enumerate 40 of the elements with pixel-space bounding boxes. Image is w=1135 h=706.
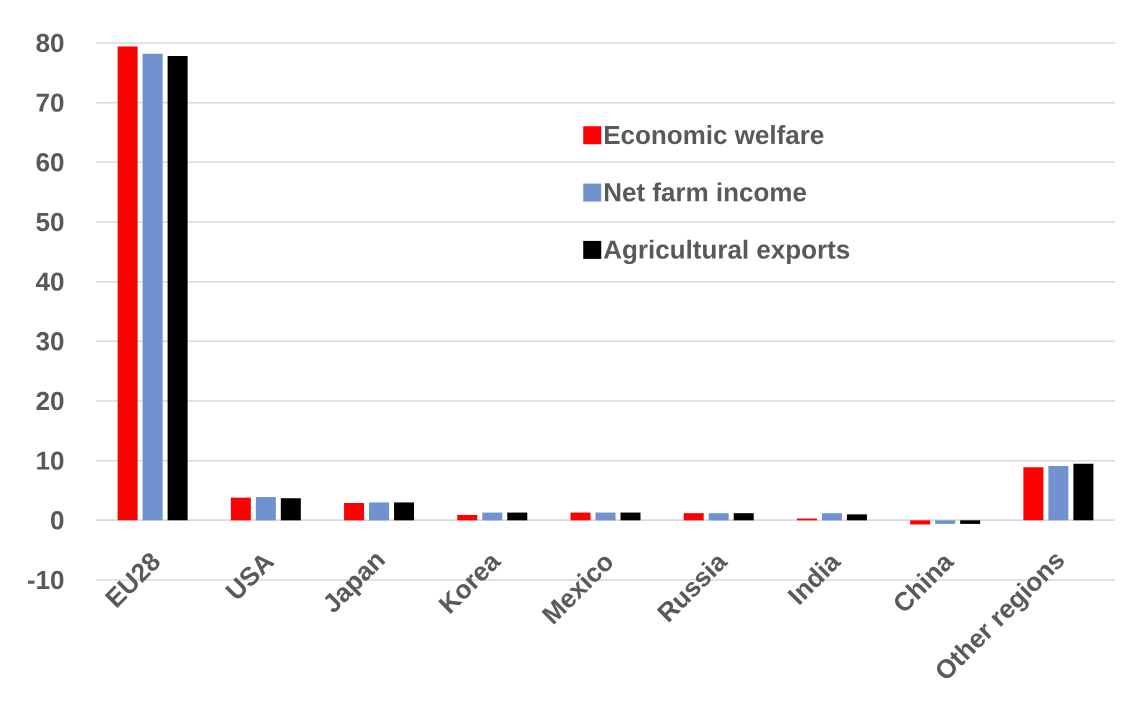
bar [1023, 467, 1044, 521]
bar [167, 56, 188, 521]
y-tick-label: 0 [51, 511, 64, 530]
bar [230, 497, 251, 521]
bar [595, 512, 616, 521]
legend-label: Net farm income [604, 182, 807, 202]
bar [280, 498, 301, 521]
y-tick-label: 60 [36, 153, 64, 172]
y-tick-label: 20 [36, 391, 64, 411]
bar [821, 513, 842, 521]
bar [1048, 466, 1069, 521]
bar [255, 497, 276, 521]
bar [117, 46, 138, 521]
y-tick-label: 30 [36, 332, 64, 351]
legend-label: Agricultural exports [603, 239, 850, 265]
y-tick-label: 70 [36, 93, 64, 112]
y-tick-label: -10 [27, 570, 64, 590]
bar [394, 502, 415, 521]
bar [620, 512, 641, 521]
y-tick-label: 10 [37, 451, 64, 470]
bar [142, 53, 163, 521]
bar [344, 503, 365, 521]
legend-label: Economic welfare [604, 125, 824, 145]
bar [960, 520, 981, 524]
bar [910, 520, 931, 525]
bar [683, 513, 704, 521]
bar [1073, 463, 1094, 521]
bar [733, 513, 754, 521]
y-tick-label: 40 [35, 272, 64, 291]
bar [935, 520, 956, 524]
x-tick-label: USA [224, 555, 275, 599]
bar [482, 512, 503, 521]
bar [708, 513, 729, 521]
bar [846, 514, 867, 521]
y-tick-label: 50 [36, 212, 64, 232]
bar [507, 512, 528, 521]
bar [457, 514, 478, 521]
bar [369, 502, 390, 521]
y-tick-label: 80 [36, 33, 64, 53]
bar [570, 512, 591, 521]
